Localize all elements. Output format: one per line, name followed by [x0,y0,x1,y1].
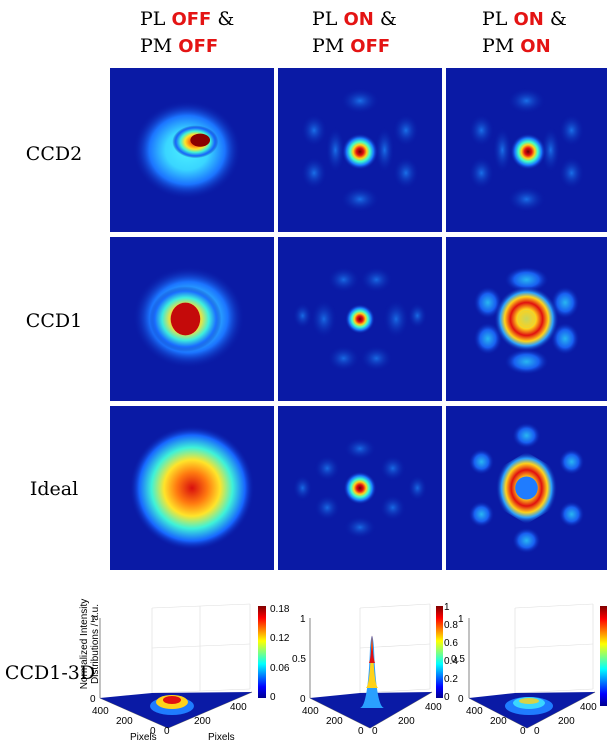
x-label-1: Pixels [208,732,235,743]
column-header-2: PL ON & PM OFF [312,8,397,57]
image-ccd1-on-off [278,237,442,401]
plot3d-2: 1 0.5 0 1 0.8 0.6 0.4 0.2 0 [290,588,458,743]
x-tick-2-200: 200 [398,716,415,727]
cbar-1-tick-3: 0 [270,692,276,703]
x-tick-2-400: 400 [425,702,442,713]
image-ccd2-on-on [446,68,607,232]
cbar-1-tick-0: 0.18 [270,604,290,615]
y-tick-2-200: 200 [326,716,343,727]
x-tick-1-400: 400 [230,702,247,713]
x-tick-3-0: 0 [534,726,540,737]
x-tick-3-400: 400 [580,702,597,713]
image-ccd2-on-off [278,68,442,232]
y-tick-3-0: 0 [520,726,526,737]
cbar-2-tick-5: 0 [444,692,450,703]
x-tick-2-0: 0 [372,726,378,737]
x-tick-3-200: 200 [558,716,575,727]
column-header-1: PL OFF & PM OFF [140,8,235,57]
z-tick-3-1: 1 [458,614,464,625]
cbar-2-tick-0: 1 [444,602,450,613]
column-header-3: PL ON & PM ON [482,8,567,57]
z-tick-1-0: 0 [90,694,96,705]
cbar-2-tick-1: 0.8 [444,620,458,631]
image-ccd2-off-off [110,68,274,232]
z-tick-1-1: 1 [90,614,96,625]
plot3d-1: Normalized Intensity Distributions / a.u.… [60,588,289,743]
y-tick-1-200: 200 [116,716,133,727]
row-label-ccd1: CCD1 [25,310,83,332]
x-tick-1-200: 200 [194,716,211,727]
image-ccd1-on-on [446,237,607,401]
y-tick-1-0: 0 [150,726,156,737]
image-ccd1-off-off [110,237,274,401]
cbar-2-tick-3: 0.4 [444,656,458,667]
z-tick-2-05: 0.5 [292,654,306,665]
y-tick-1-400: 400 [92,706,109,717]
z-tick-2-0: 0 [300,694,306,705]
y-tick-2-0: 0 [358,726,364,737]
cbar-1-tick-1: 0.12 [270,633,290,644]
z-tick-3-0: 0 [458,694,464,705]
x-tick-1-0: 0 [164,726,170,737]
cbar-2-tick-2: 0.6 [444,638,458,649]
z-tick-3-05: 0.5 [451,654,465,665]
y-label-1: Pixels [130,732,157,743]
y-tick-3-200: 200 [490,716,507,727]
y-tick-3-400: 400 [466,706,483,717]
plot3d-3: 1 0.5 0 [451,588,607,743]
z-tick-2-1: 1 [300,614,306,625]
row-label-ideal: Ideal [29,478,79,500]
row-label-ccd2: CCD2 [25,143,83,165]
image-ideal-on-off [278,406,442,570]
row-label-ccd1-3d: CCD1-3D [4,662,96,684]
z-axis-label-1: Normalized Intensity Distributions / a.u. [79,598,101,690]
image-ideal-off-off [110,406,274,570]
image-ideal-on-on [446,406,607,570]
cbar-1-tick-2: 0.06 [270,663,290,674]
y-tick-2-400: 400 [302,706,319,717]
cbar-2-tick-4: 0.2 [444,674,458,685]
